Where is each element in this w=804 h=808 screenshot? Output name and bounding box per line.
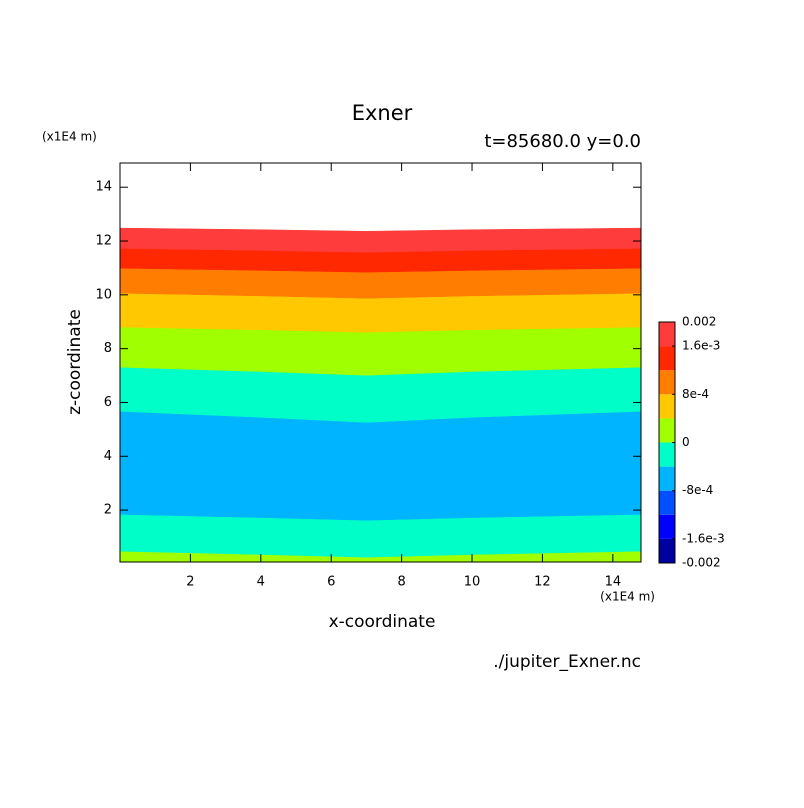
contour-band bbox=[119, 514, 642, 558]
chart-subtitle: t=85680.0 y=0.0 bbox=[484, 131, 641, 152]
colorbar-swatch bbox=[659, 322, 675, 347]
colorbar-swatch bbox=[659, 442, 675, 467]
x-tick-label: 2 bbox=[186, 575, 194, 590]
colorbar-tick-label: -8e-4 bbox=[682, 483, 713, 497]
colorbar-tick-label: -0.002 bbox=[682, 556, 721, 570]
contour-band bbox=[119, 411, 642, 521]
y-tick-label: 12 bbox=[95, 234, 112, 249]
x-tick-label: 4 bbox=[257, 575, 265, 590]
contour-band bbox=[119, 366, 642, 423]
colorbar-tick-label: 1.6e-3 bbox=[682, 339, 720, 353]
x-tick-label: 6 bbox=[327, 575, 335, 590]
contour-band bbox=[119, 267, 642, 299]
y-tick-label: 2 bbox=[104, 503, 112, 518]
y-tick-label: 6 bbox=[104, 395, 112, 410]
colorbar-swatch bbox=[659, 370, 675, 395]
colorbar-swatch bbox=[659, 538, 675, 563]
colorbar-swatch bbox=[659, 346, 675, 371]
y-axis-label: z-coordinate bbox=[65, 309, 85, 415]
contour-band bbox=[119, 326, 642, 376]
footnote: ./jupiter_Exner.nc bbox=[493, 652, 641, 672]
colorbar-swatch bbox=[659, 394, 675, 419]
colorbar-tick-label: -1.6e-3 bbox=[682, 531, 725, 545]
contour-band bbox=[119, 227, 642, 253]
colorbar-swatch bbox=[659, 514, 675, 539]
x-tick-label: 12 bbox=[534, 575, 551, 590]
x-unit: (x1E4 m) bbox=[600, 590, 655, 604]
x-tick-label: 10 bbox=[464, 575, 481, 590]
y-tick-label: 10 bbox=[95, 287, 112, 302]
x-axis-label: x-coordinate bbox=[329, 612, 436, 632]
colorbar-swatch bbox=[659, 418, 675, 443]
colorbar-tick-label: 0 bbox=[682, 435, 690, 449]
y-tick-label: 8 bbox=[104, 341, 112, 356]
colorbar-tick-label: 8e-4 bbox=[682, 387, 709, 401]
chart-title: Exner bbox=[352, 101, 413, 125]
colorbar-swatch bbox=[659, 466, 675, 491]
colorbar-tick-label: 0.002 bbox=[682, 315, 716, 329]
colorbar-swatch bbox=[659, 490, 675, 515]
x-tick-label: 14 bbox=[605, 575, 622, 590]
contour-band bbox=[119, 292, 642, 333]
y-tick-label: 4 bbox=[104, 449, 112, 464]
y-unit: (x1E4 m) bbox=[42, 130, 97, 144]
plot-area bbox=[119, 227, 642, 563]
y-tick-label: 14 bbox=[95, 180, 112, 195]
plot-frame bbox=[119, 162, 642, 563]
x-tick-label: 8 bbox=[397, 575, 405, 590]
